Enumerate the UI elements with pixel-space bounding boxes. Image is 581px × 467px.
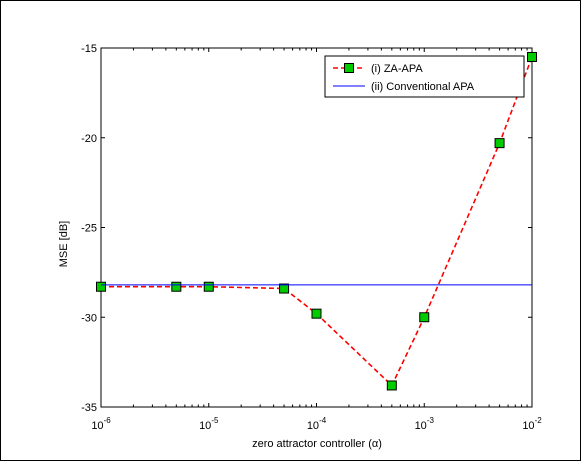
plot-area-border [100, 47, 533, 408]
legend-box [324, 55, 525, 98]
axes-layer: 10-6 10-5 10-4 10-3 10-2 -15 -20 -25 -30 -35 [81, 43, 542, 432]
x-tick-exponent: -6 [104, 416, 112, 425]
data-point-marker [171, 281, 182, 292]
series-layer [96, 51, 537, 391]
x-tick-exponent: -4 [319, 416, 327, 425]
x-tick-label: 10-2 [522, 416, 542, 432]
data-point-marker [527, 51, 537, 62]
data-point-marker [203, 281, 214, 292]
x-tick-exponent: -2 [535, 416, 543, 425]
x-tick-label: 10-4 [307, 416, 327, 432]
y-tick-label: -15 [81, 43, 97, 55]
x-tick-label: 10-3 [415, 416, 435, 432]
legend-swatch-marker [344, 63, 354, 73]
y-tick-label: -20 [81, 133, 97, 145]
legend-label: (i) ZA-APA [371, 63, 423, 75]
y-axis-label: MSE [dB] [58, 221, 70, 267]
data-point-marker [96, 281, 106, 292]
y-tick-label: -30 [81, 312, 97, 324]
y-tick-label: -25 [81, 223, 97, 235]
x-tick-exponent: -3 [427, 416, 435, 425]
data-point-marker [386, 380, 397, 391]
legend-label: (ii) Conventional APA [371, 81, 475, 93]
data-point-marker [279, 283, 290, 294]
x-tick-label: 10-5 [199, 416, 219, 432]
data-point-marker [311, 308, 322, 319]
legend: (i) ZA-APA (ii) Conventional APA [324, 55, 525, 98]
data-point-marker [494, 138, 505, 149]
x-axis-label: zero attractor controller (α) [252, 438, 382, 450]
data-point-marker [419, 312, 430, 323]
x-tick-exponent: -5 [211, 416, 219, 425]
y-tick-label: -35 [81, 402, 97, 414]
x-tick-label: 10-6 [91, 416, 111, 432]
